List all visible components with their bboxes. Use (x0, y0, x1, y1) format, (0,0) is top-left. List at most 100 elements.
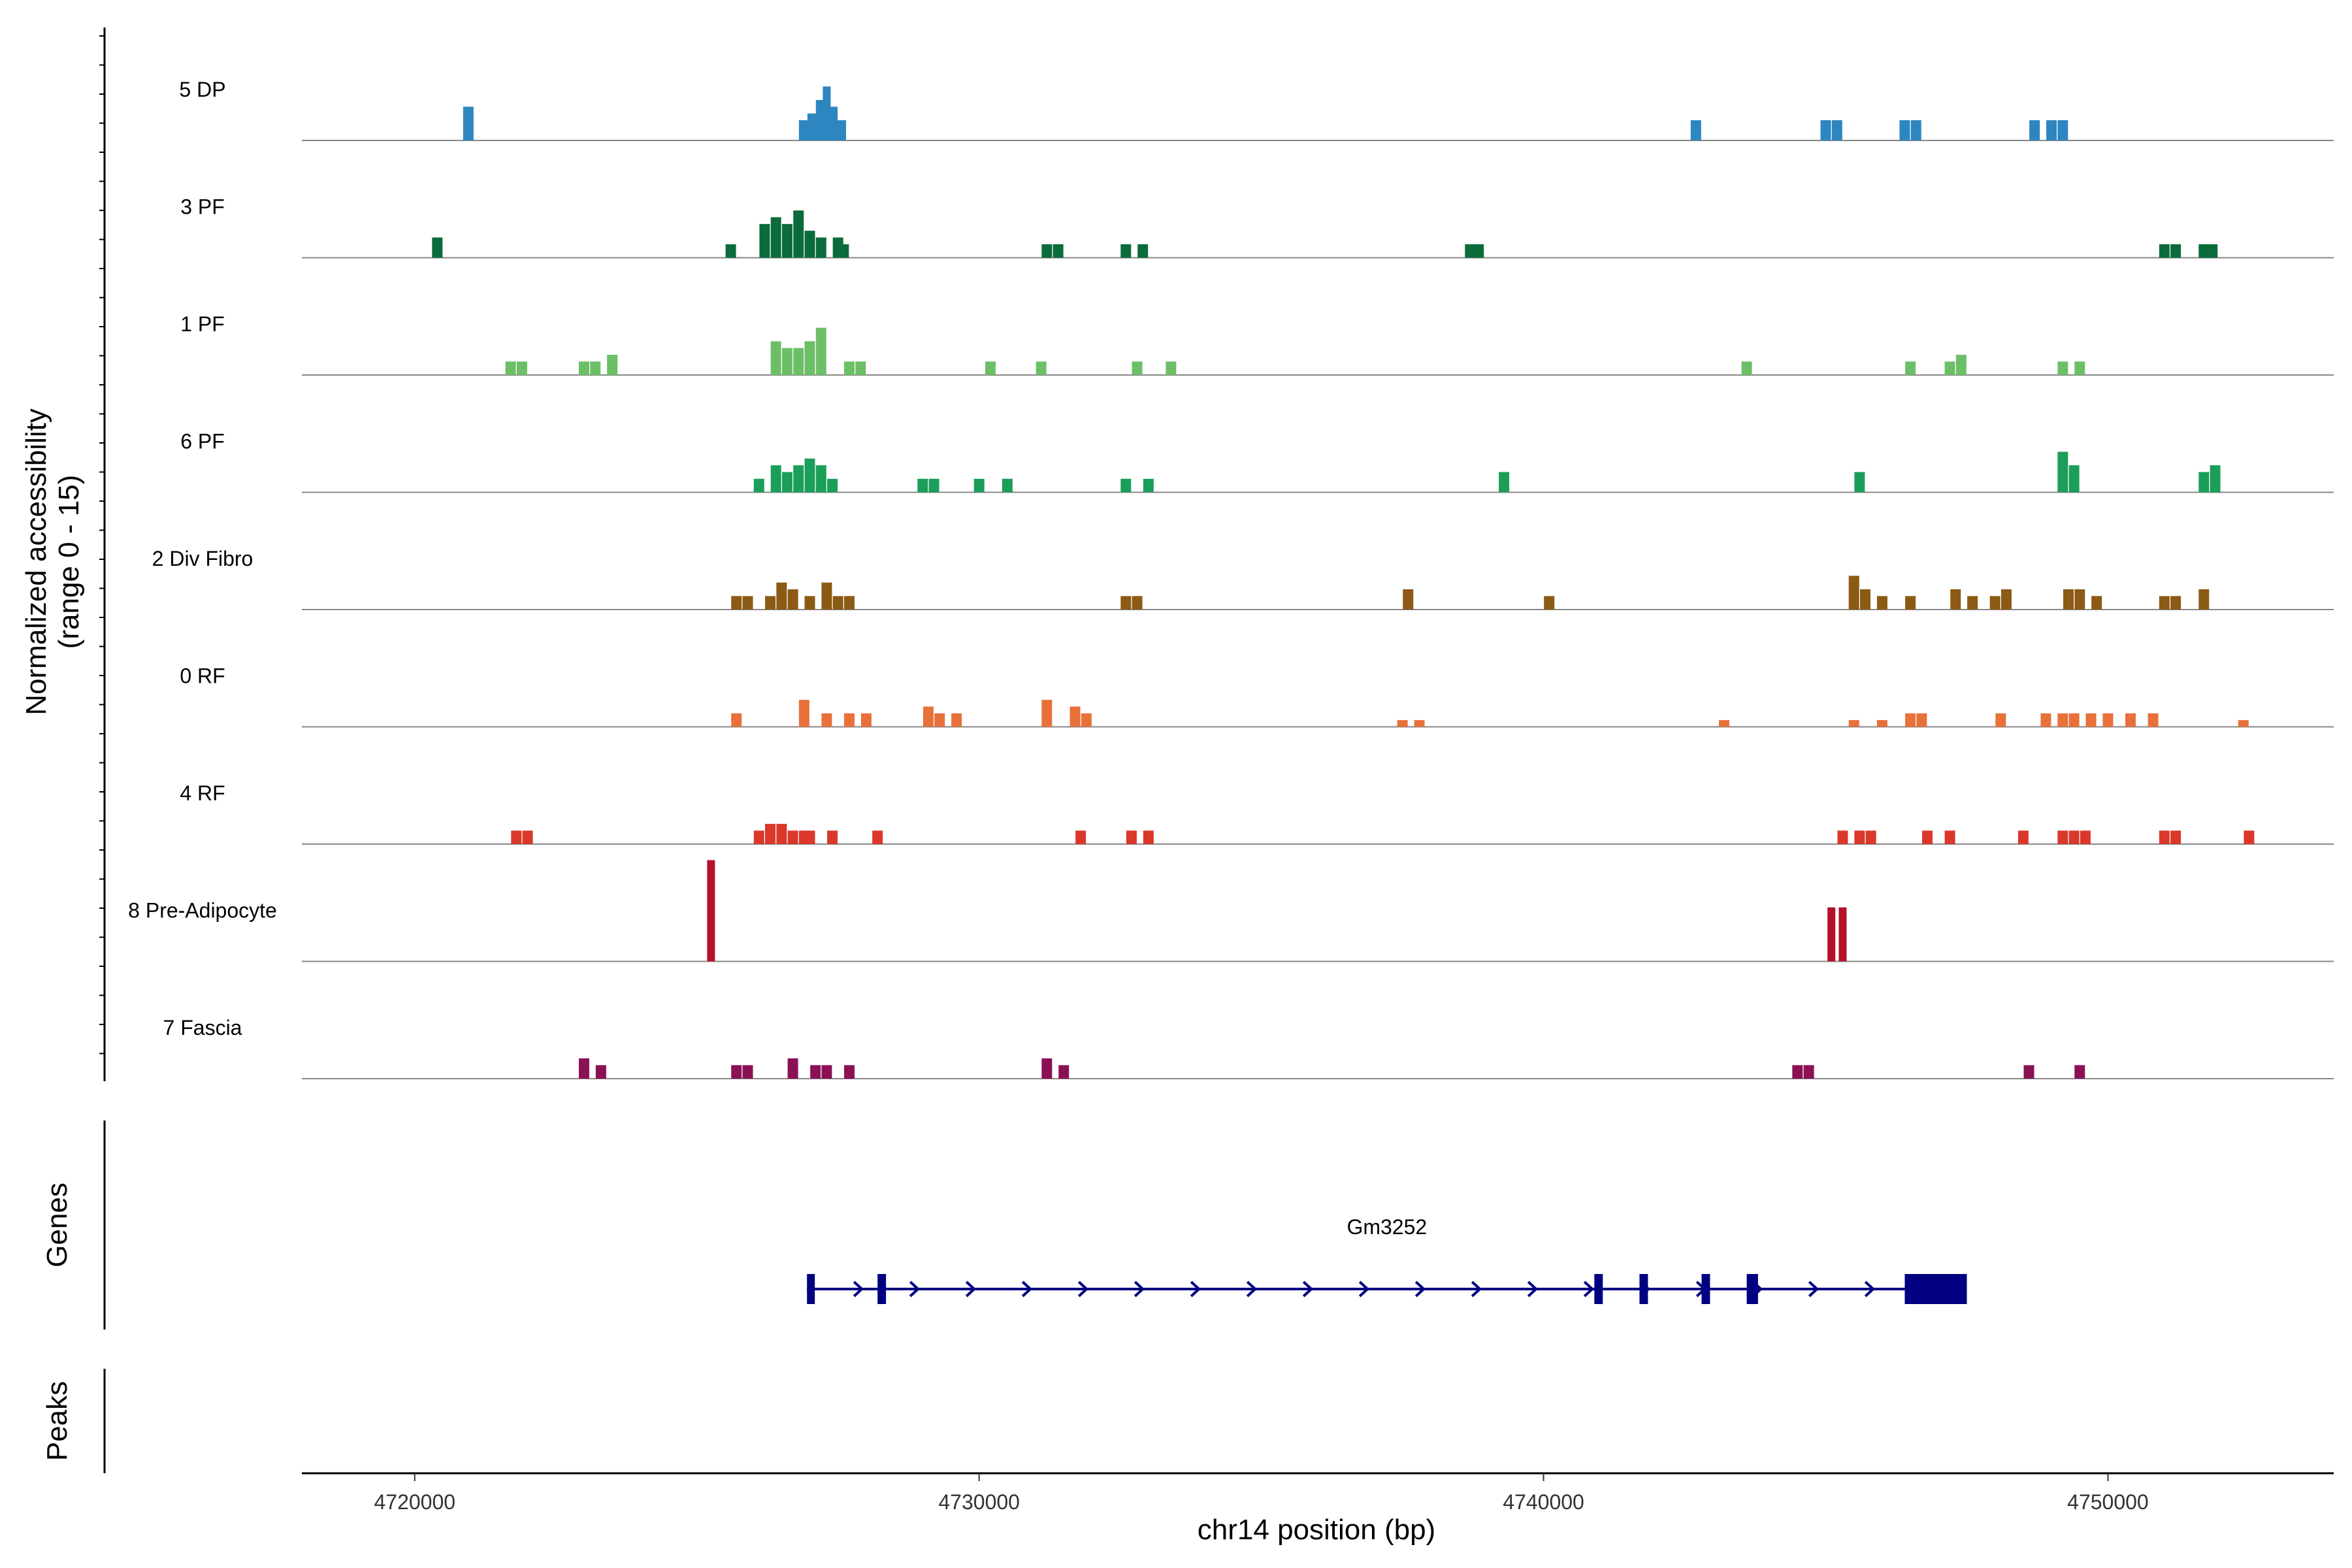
coverage-peak (1905, 713, 1916, 727)
coverage-peak (843, 596, 855, 610)
track-7: 4 RF (180, 781, 2334, 845)
track-6: 0 RF (180, 664, 2334, 728)
coverage-peak (1132, 361, 1143, 375)
coverage-peak (1120, 244, 1132, 258)
strand-arrow (1358, 1281, 1370, 1298)
coverage-peak (1041, 700, 1053, 727)
strand-arrow (853, 1281, 864, 1298)
coverage-peak (1473, 244, 1484, 258)
coverage-peak (1955, 355, 1967, 375)
coverage-peak (1944, 830, 1955, 844)
genes-track-label: Genes (41, 1183, 73, 1267)
coverage-peak (951, 713, 962, 727)
coverage-peak (1792, 1065, 1803, 1079)
coverage-peak (855, 361, 866, 375)
coverage-peak (827, 478, 838, 493)
coverage-peak (2210, 465, 2221, 493)
strand-arrow (1134, 1281, 1145, 1298)
track-label: 8 Pre-Adipocyte (128, 899, 277, 923)
coverage-peak (804, 458, 815, 493)
coverage-peak (595, 1065, 606, 1079)
coverage-peak (2244, 830, 2255, 844)
coverage-peak (985, 361, 996, 375)
coverage-peak (1989, 596, 2001, 610)
coverage-peak (804, 596, 815, 610)
coverage-peak (2057, 120, 2068, 140)
coverage-peak (1002, 478, 1013, 493)
coverage-peak (753, 478, 764, 493)
strand-arrow (1527, 1281, 1539, 1298)
coverage-peak (1859, 589, 1870, 610)
coverage-peak (860, 713, 872, 727)
coverage-peak (1465, 244, 1476, 258)
coverage-peak (807, 113, 818, 140)
coverage-peak (973, 478, 985, 493)
coverage-peak (2057, 451, 2068, 493)
gene-exon (1594, 1274, 1603, 1304)
coverage-peak (1899, 120, 1910, 140)
coverage-peak (2159, 596, 2170, 610)
coverage-peak (821, 713, 832, 727)
coverage-peak (590, 361, 601, 375)
track-2: 3 PF (180, 195, 2334, 259)
coverage-peak (1081, 713, 1092, 727)
coverage-peak (821, 1065, 832, 1079)
coverage-peak (793, 210, 804, 258)
coverage-peak (1910, 120, 1921, 140)
y-axis-label: Normalized accessibility (20, 408, 52, 715)
strand-arrow (1864, 1281, 1876, 1298)
coverage-peak (2170, 596, 2181, 610)
track-5: 2 Div Fibro (152, 547, 2334, 610)
track-label: 1 PF (180, 312, 225, 336)
coverage-peak (2040, 713, 2051, 727)
gene-exon (1904, 1274, 1967, 1304)
coverage-peak (1995, 713, 2006, 727)
coverage-peak (607, 355, 618, 375)
coverage-peak (1831, 120, 1842, 140)
coverage-peak (765, 824, 776, 844)
coverage-peak (707, 860, 715, 962)
coverage-peak (2074, 361, 2085, 375)
gene-exon (1746, 1274, 1758, 1304)
coverage-peak (731, 1065, 742, 1079)
coverage-peak (1905, 361, 1916, 375)
coverage-peak (872, 830, 883, 844)
coverage-peak (2068, 465, 2080, 493)
track-label: 7 Fascia (163, 1016, 242, 1039)
strand-arrow (1808, 1281, 1820, 1298)
coverage-peak (742, 1065, 753, 1079)
coverage-peak (2080, 830, 2091, 844)
coverage-peak (2057, 830, 2068, 844)
coverage-peak (511, 830, 522, 844)
track-9: 7 Fascia (163, 1016, 2334, 1079)
coverage-peak (2017, 830, 2029, 844)
coverage-peak (1132, 596, 1143, 610)
coverage-peak (731, 713, 742, 727)
coverage-peak (1041, 244, 1053, 258)
strand-arrow (909, 1281, 921, 1298)
coverage-peak (731, 596, 742, 610)
x-tick-label: 4720000 (374, 1490, 455, 1514)
coverage-peak (1827, 907, 1836, 962)
coverage-peak (1741, 361, 1752, 375)
coverage-peak (1120, 478, 1132, 493)
coverage-peak (1690, 120, 1701, 140)
gene-exon (1639, 1274, 1648, 1304)
coverage-peak (1053, 244, 1064, 258)
coverage-peak (1854, 830, 1865, 844)
x-axis-label: chr14 position (bp) (1198, 1514, 1435, 1546)
coverage-peak (804, 231, 815, 258)
coverage-peak (2068, 713, 2080, 727)
coverage-peak (781, 348, 792, 375)
coverage-peak (2198, 589, 2210, 610)
strand-arrow (1077, 1281, 1089, 1298)
track-label: 0 RF (180, 664, 225, 688)
coverage-peak (1865, 830, 1876, 844)
coverage-peak (832, 596, 843, 610)
coverage-peak (1944, 361, 1955, 375)
coverage-peak (2057, 713, 2068, 727)
coverage-peak (2198, 244, 2210, 258)
x-tick-label: 4730000 (938, 1490, 1020, 1514)
coverage-peak (810, 1065, 821, 1079)
coverage-peak (934, 713, 945, 727)
